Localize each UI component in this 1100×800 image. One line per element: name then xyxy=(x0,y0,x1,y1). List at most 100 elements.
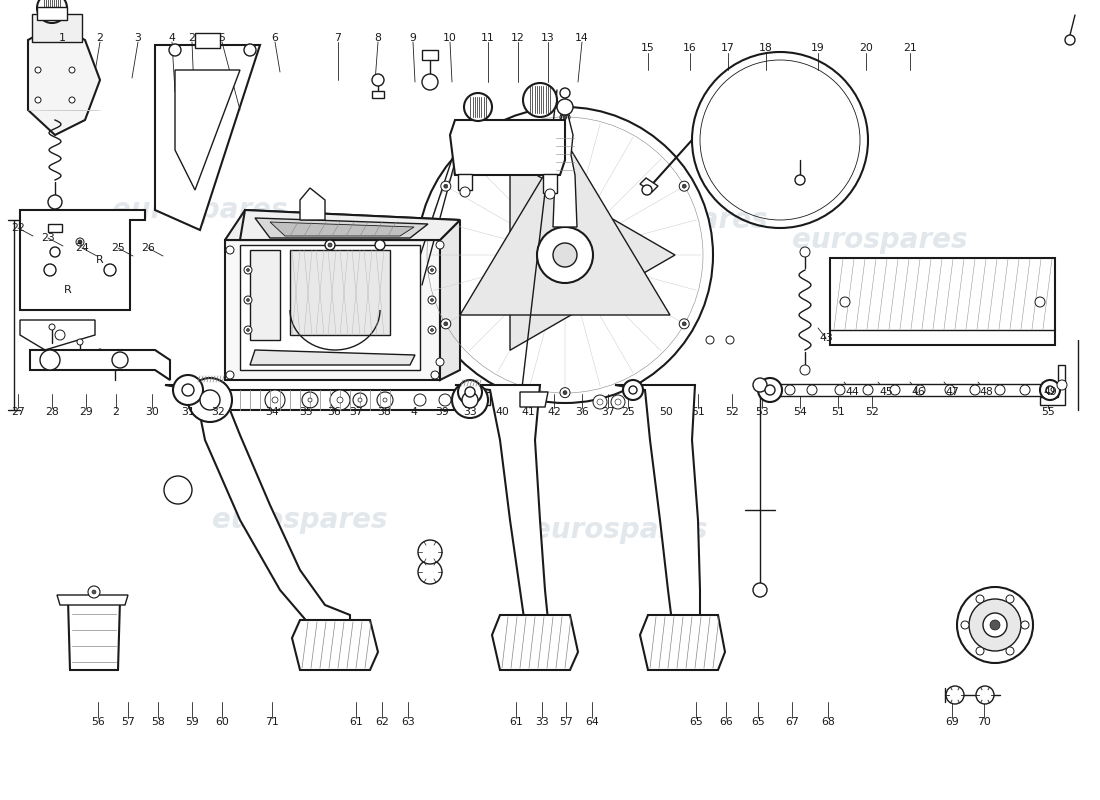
Bar xyxy=(372,91,384,98)
Circle shape xyxy=(682,322,686,326)
Text: 19: 19 xyxy=(811,43,825,53)
Text: 65: 65 xyxy=(751,717,764,727)
Circle shape xyxy=(679,319,690,329)
Circle shape xyxy=(807,385,817,395)
Text: 20: 20 xyxy=(859,43,873,53)
Circle shape xyxy=(460,187,470,197)
Circle shape xyxy=(623,380,643,400)
Text: 4: 4 xyxy=(168,33,175,43)
Polygon shape xyxy=(165,385,350,635)
Text: 43: 43 xyxy=(820,333,833,343)
Circle shape xyxy=(69,67,75,73)
Circle shape xyxy=(431,371,439,379)
Text: 50: 50 xyxy=(659,407,673,417)
Circle shape xyxy=(1021,621,1028,629)
Text: 2: 2 xyxy=(188,33,196,43)
Text: 63: 63 xyxy=(402,717,415,727)
Circle shape xyxy=(462,392,478,408)
Text: 38: 38 xyxy=(377,407,390,417)
Bar xyxy=(48,224,62,232)
Circle shape xyxy=(465,387,475,397)
Text: 1: 1 xyxy=(58,33,65,43)
Polygon shape xyxy=(250,350,415,365)
Text: 29: 29 xyxy=(79,407,92,417)
Circle shape xyxy=(629,386,637,394)
Text: 48: 48 xyxy=(979,387,993,397)
Text: 14: 14 xyxy=(575,33,589,43)
Circle shape xyxy=(265,390,285,410)
Bar xyxy=(195,33,220,48)
Text: eurospares: eurospares xyxy=(532,516,707,544)
Bar xyxy=(32,14,82,42)
Text: 22: 22 xyxy=(11,223,25,233)
Circle shape xyxy=(1006,595,1014,603)
Circle shape xyxy=(324,240,336,250)
Circle shape xyxy=(800,247,810,257)
Text: 61: 61 xyxy=(349,717,363,727)
Circle shape xyxy=(522,83,557,117)
Circle shape xyxy=(76,238,84,246)
Circle shape xyxy=(544,189,556,199)
Text: 51: 51 xyxy=(832,407,845,417)
Circle shape xyxy=(946,686,964,704)
Text: 66: 66 xyxy=(719,717,733,727)
Circle shape xyxy=(560,112,570,122)
Text: 4: 4 xyxy=(410,407,417,417)
Polygon shape xyxy=(640,615,725,670)
Text: 25: 25 xyxy=(111,243,125,253)
Circle shape xyxy=(428,266,436,274)
Bar xyxy=(422,50,438,60)
Circle shape xyxy=(593,395,607,409)
Circle shape xyxy=(864,385,873,395)
Circle shape xyxy=(182,384,194,396)
Text: 64: 64 xyxy=(585,717,598,727)
Polygon shape xyxy=(492,615,578,670)
Text: R: R xyxy=(64,285,72,295)
Circle shape xyxy=(372,74,384,86)
Circle shape xyxy=(188,378,232,422)
Text: 67: 67 xyxy=(785,717,799,727)
Text: 27: 27 xyxy=(11,407,25,417)
Circle shape xyxy=(308,398,312,402)
Polygon shape xyxy=(250,250,280,340)
Polygon shape xyxy=(28,25,100,135)
Circle shape xyxy=(563,115,566,119)
Polygon shape xyxy=(175,70,240,190)
Text: 33: 33 xyxy=(535,717,549,727)
Text: 37: 37 xyxy=(601,407,615,417)
Circle shape xyxy=(112,352,128,368)
Text: 37: 37 xyxy=(349,407,363,417)
Polygon shape xyxy=(20,210,145,310)
Polygon shape xyxy=(830,258,1055,345)
Text: 28: 28 xyxy=(45,407,59,417)
Text: 24: 24 xyxy=(75,243,89,253)
Text: 55: 55 xyxy=(1041,407,1055,417)
Circle shape xyxy=(92,590,96,594)
Text: 3: 3 xyxy=(134,33,142,43)
Polygon shape xyxy=(20,320,95,350)
Polygon shape xyxy=(240,210,460,240)
Polygon shape xyxy=(468,392,490,405)
Text: eurospares: eurospares xyxy=(792,226,968,254)
Text: 10: 10 xyxy=(443,33,456,43)
Circle shape xyxy=(642,185,652,195)
Circle shape xyxy=(441,319,451,329)
Text: 33: 33 xyxy=(463,407,477,417)
Circle shape xyxy=(443,322,448,326)
Text: 45: 45 xyxy=(879,387,893,397)
Text: 23: 23 xyxy=(41,233,55,243)
Text: 71: 71 xyxy=(265,717,279,727)
Circle shape xyxy=(758,378,782,402)
Text: 51: 51 xyxy=(691,407,705,417)
Text: eurospares: eurospares xyxy=(342,216,518,244)
Text: 35: 35 xyxy=(299,407,312,417)
Circle shape xyxy=(840,297,850,307)
Circle shape xyxy=(169,44,182,56)
Circle shape xyxy=(97,349,103,355)
Text: 34: 34 xyxy=(265,407,279,417)
Text: eurospares: eurospares xyxy=(212,506,387,534)
Circle shape xyxy=(40,350,60,370)
Polygon shape xyxy=(255,218,428,238)
Circle shape xyxy=(443,184,448,188)
Circle shape xyxy=(226,371,234,379)
